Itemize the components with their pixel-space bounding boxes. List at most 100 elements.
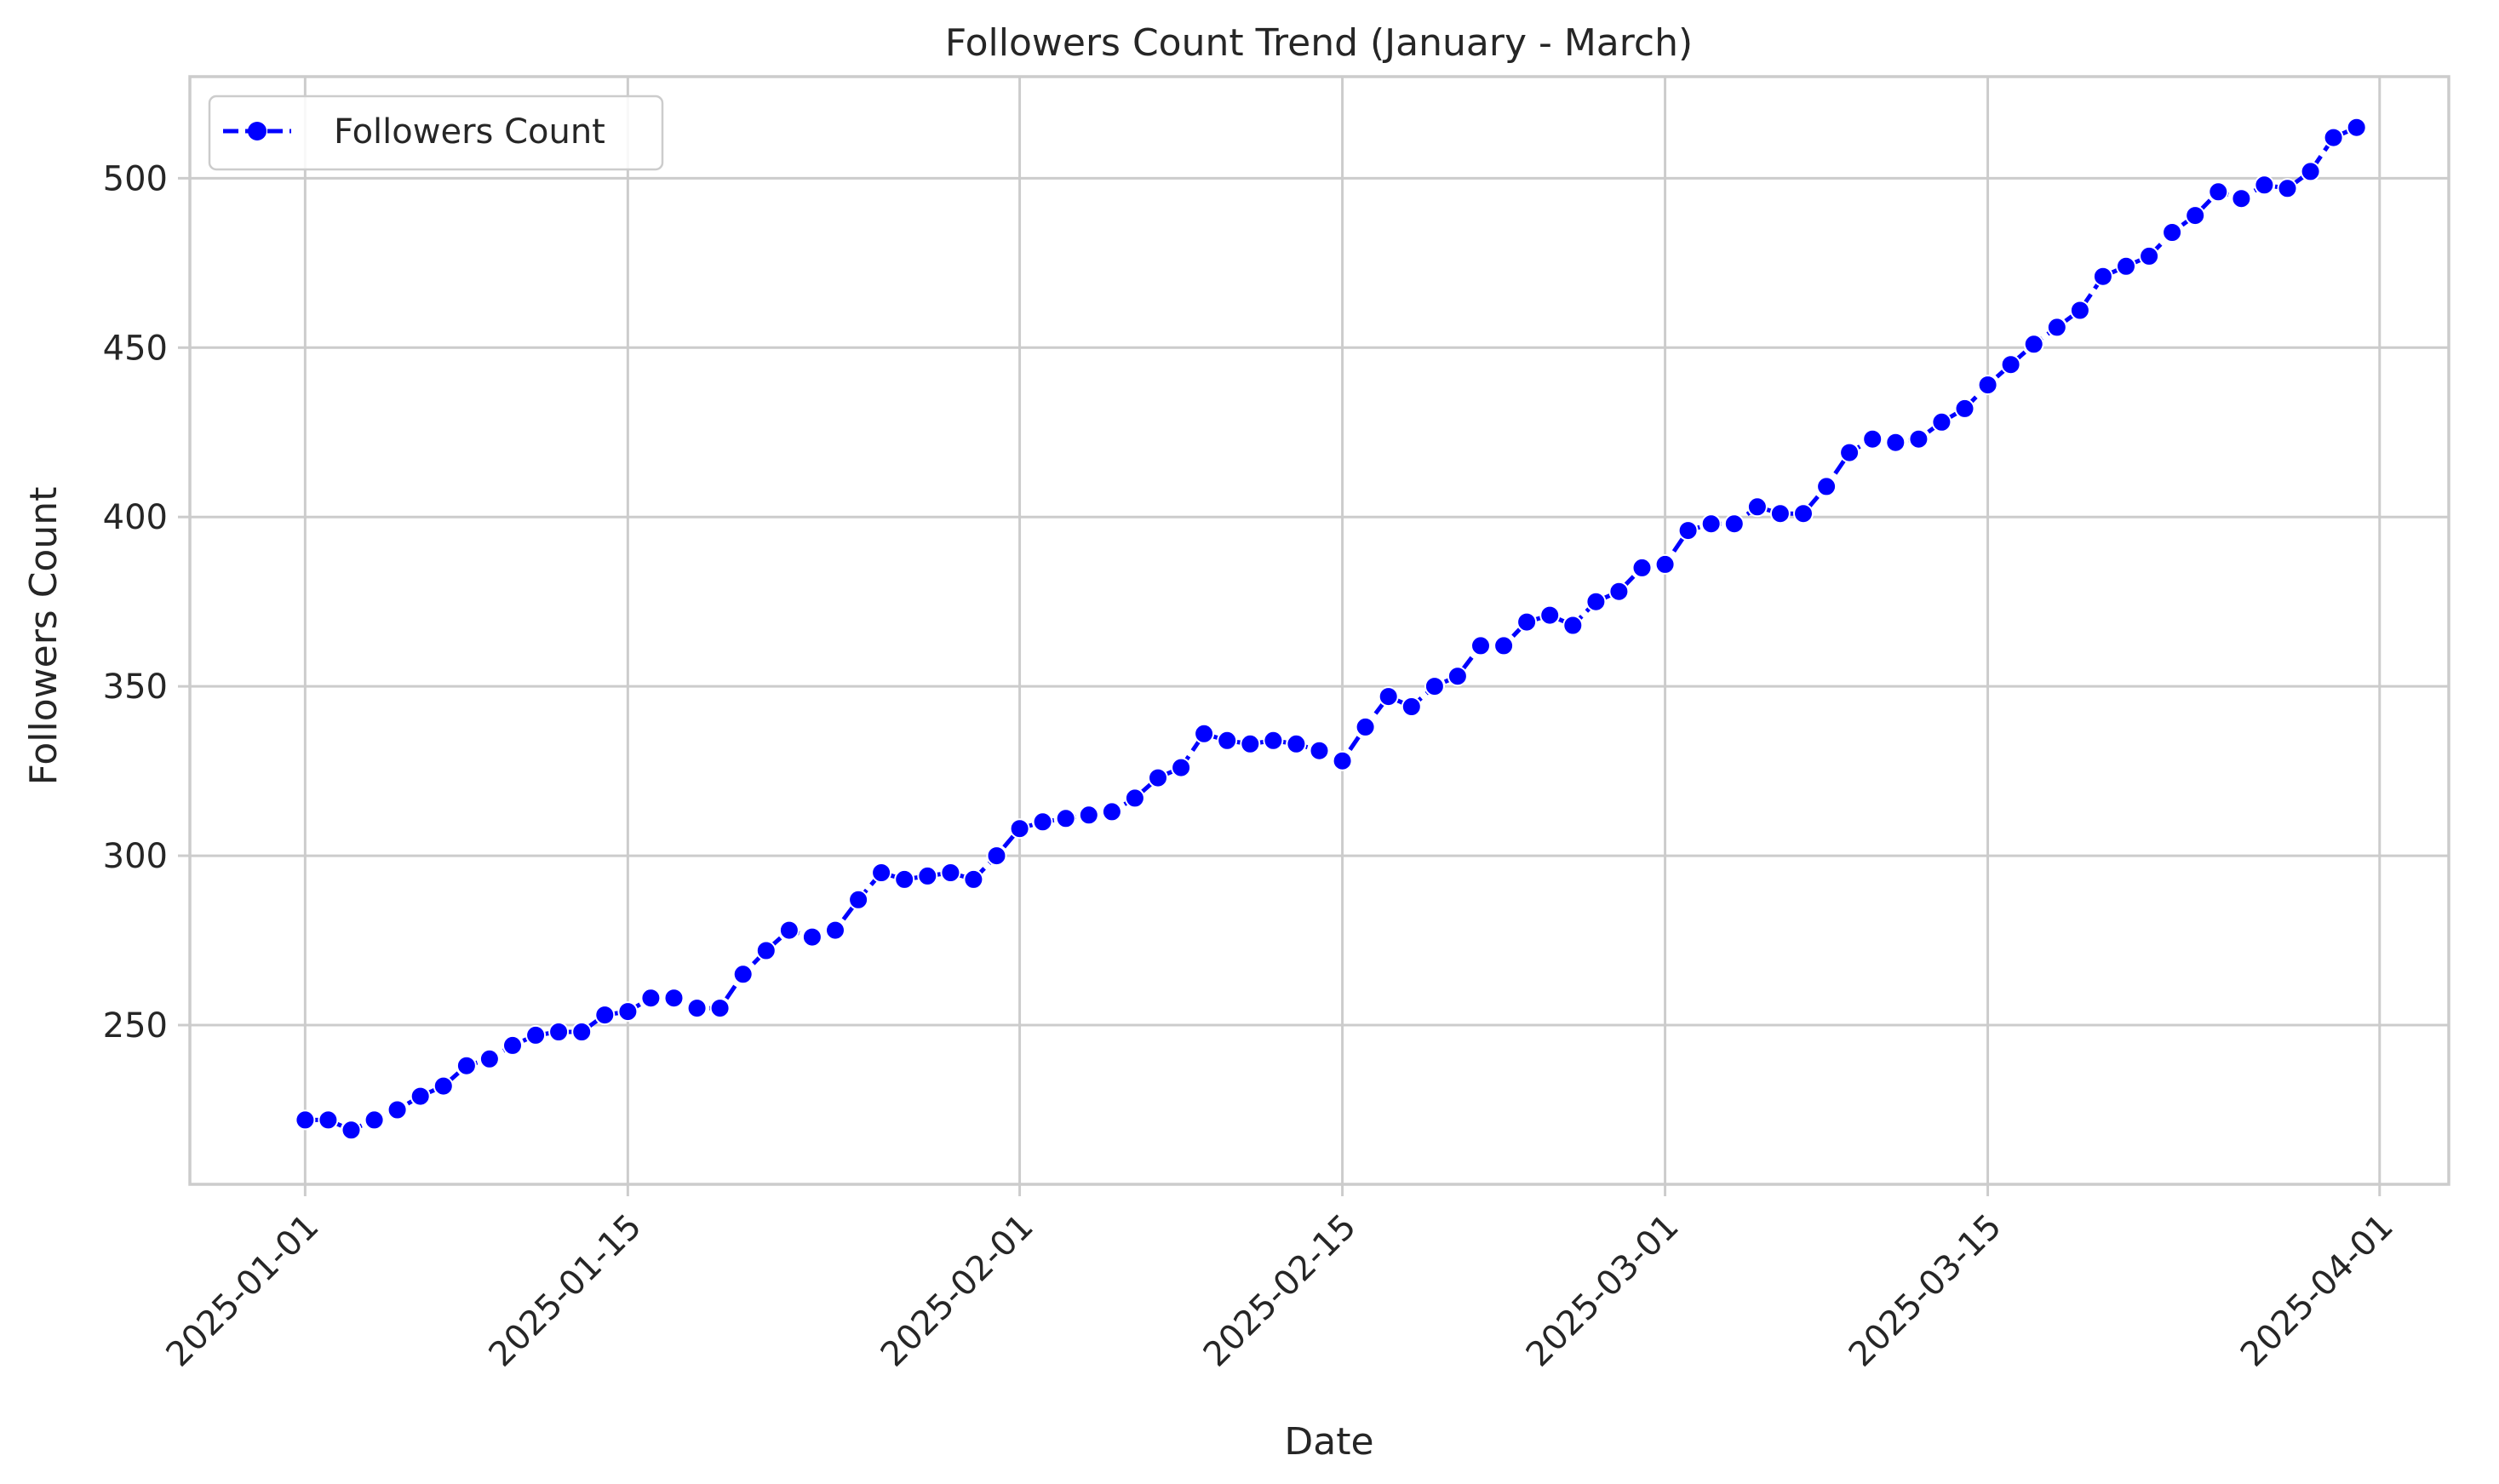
data-point xyxy=(2046,317,2067,338)
x-tick-label: 2025-04-01 xyxy=(2233,1207,2401,1375)
data-point xyxy=(1424,676,1445,697)
data-point xyxy=(709,998,731,1019)
y-tick-label: 250 xyxy=(103,1006,168,1046)
data-point xyxy=(1746,496,1768,518)
x-tick-label: 2025-01-01 xyxy=(159,1207,327,1375)
data-point xyxy=(387,1099,408,1120)
data-point xyxy=(1148,767,1168,788)
data-point xyxy=(1539,604,1561,626)
x-tick-label: 2025-02-15 xyxy=(1196,1207,1364,1375)
data-point xyxy=(871,862,892,883)
data-point xyxy=(456,1055,477,1076)
data-point xyxy=(1032,811,1053,833)
data-point xyxy=(2185,205,2206,226)
data-point xyxy=(1977,375,1998,396)
data-point xyxy=(1240,733,1261,754)
x-tick-label: 2025-03-15 xyxy=(1842,1207,2009,1375)
y-axis-label: Followers Count xyxy=(22,487,66,786)
data-point xyxy=(848,889,869,910)
data-point xyxy=(2139,245,2160,266)
data-point xyxy=(1769,503,1791,524)
plot-frame xyxy=(188,75,2450,1186)
data-point xyxy=(341,1120,362,1141)
legend-box xyxy=(208,95,664,171)
data-point xyxy=(1078,805,1099,826)
y-tick-label: 300 xyxy=(103,837,168,876)
data-point xyxy=(686,998,708,1019)
data-point xyxy=(295,1109,316,1131)
data-point xyxy=(571,1022,593,1042)
data-point xyxy=(1286,733,1307,754)
data-point xyxy=(1332,750,1353,771)
data-point xyxy=(1631,557,1653,578)
data-point xyxy=(594,1005,616,1026)
data-point xyxy=(1378,686,1399,708)
data-point xyxy=(2346,117,2367,138)
data-point xyxy=(433,1075,454,1097)
data-point xyxy=(1516,611,1538,633)
data-point xyxy=(663,988,685,1009)
x-tick-label: 2025-03-01 xyxy=(1519,1207,1687,1375)
data-point xyxy=(1194,723,1215,744)
data-point xyxy=(2162,222,2183,243)
data-point xyxy=(1885,432,1906,453)
data-point xyxy=(2208,181,2229,203)
grid-lines xyxy=(190,77,2449,1184)
data-point xyxy=(1700,513,1722,535)
data-point xyxy=(2231,188,2252,209)
legend: Followers Count xyxy=(208,95,664,171)
data-point xyxy=(1470,635,1491,656)
data-point xyxy=(1862,428,1883,450)
data-point xyxy=(755,940,777,961)
data-point xyxy=(1839,442,1860,463)
data-point xyxy=(1101,801,1122,822)
data-point xyxy=(2254,175,2275,196)
y-tick-label: 500 xyxy=(103,159,168,198)
data-point xyxy=(479,1048,500,1069)
data-point xyxy=(894,868,915,890)
data-point xyxy=(1009,818,1030,839)
data-point xyxy=(1677,520,1699,541)
data-point xyxy=(801,926,822,948)
x-tick-label: 2025-01-15 xyxy=(482,1207,650,1375)
y-tick-label: 450 xyxy=(103,329,168,368)
data-point xyxy=(1401,696,1422,717)
series-followers-count xyxy=(295,117,2367,1141)
data-point xyxy=(2300,161,2321,182)
data-point xyxy=(1908,428,1929,450)
data-point xyxy=(1309,740,1330,761)
data-point xyxy=(963,868,984,890)
data-point xyxy=(1608,581,1630,602)
data-point xyxy=(917,865,938,886)
data-point xyxy=(1954,398,1975,419)
legend-marker-swatch xyxy=(248,122,267,140)
data-point xyxy=(318,1109,339,1131)
data-point xyxy=(410,1086,431,1107)
axis-ticks: 250 300 350 400 450 500 2025-01-01 2025-01-15 20… xyxy=(103,159,2401,1374)
data-point xyxy=(502,1034,523,1056)
data-point xyxy=(1723,513,1745,535)
data-point xyxy=(1124,788,1145,809)
y-tick-label: 400 xyxy=(103,498,168,537)
data-point xyxy=(825,920,845,941)
data-point xyxy=(2023,334,2044,355)
data-point xyxy=(2277,178,2298,199)
data-points xyxy=(295,117,2367,1141)
data-point xyxy=(732,964,754,985)
series-line xyxy=(305,125,2358,1133)
x-tick-label: 2025-02-01 xyxy=(874,1207,1041,1375)
data-point xyxy=(1217,730,1238,751)
data-point xyxy=(548,1022,570,1042)
data-point xyxy=(640,988,662,1009)
data-point xyxy=(1585,591,1607,612)
data-point xyxy=(1654,553,1676,575)
data-point xyxy=(778,920,800,941)
data-point xyxy=(1055,808,1076,829)
data-point xyxy=(1355,716,1376,737)
data-point xyxy=(617,1001,639,1023)
data-point xyxy=(1171,757,1192,778)
data-point xyxy=(2116,255,2136,277)
data-point xyxy=(940,862,961,883)
data-point xyxy=(1493,635,1515,656)
